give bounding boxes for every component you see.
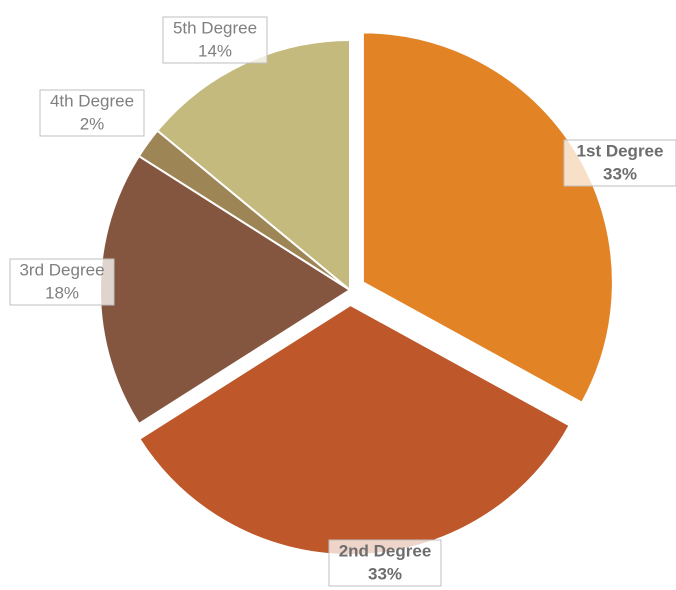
slice-label: 4th Degree	[50, 91, 134, 110]
slice-value-label: 18%	[45, 283, 79, 302]
slice-label: 5th Degree	[173, 18, 257, 37]
slice-value-label: 2%	[80, 114, 105, 133]
slice-label: 3rd Degree	[19, 260, 104, 279]
slice-value-label: 33%	[603, 164, 637, 183]
label-box	[162, 16, 268, 64]
label-box	[9, 258, 115, 306]
slice-label: 2nd Degree	[339, 541, 432, 560]
label-box	[563, 139, 676, 187]
label-box	[328, 539, 442, 587]
pie-slice	[155, 38, 351, 293]
slice-value-label: 14%	[198, 41, 232, 60]
slice-label: 1st Degree	[577, 141, 664, 160]
slice-value-label: 33%	[368, 564, 402, 583]
label-box	[39, 89, 145, 137]
